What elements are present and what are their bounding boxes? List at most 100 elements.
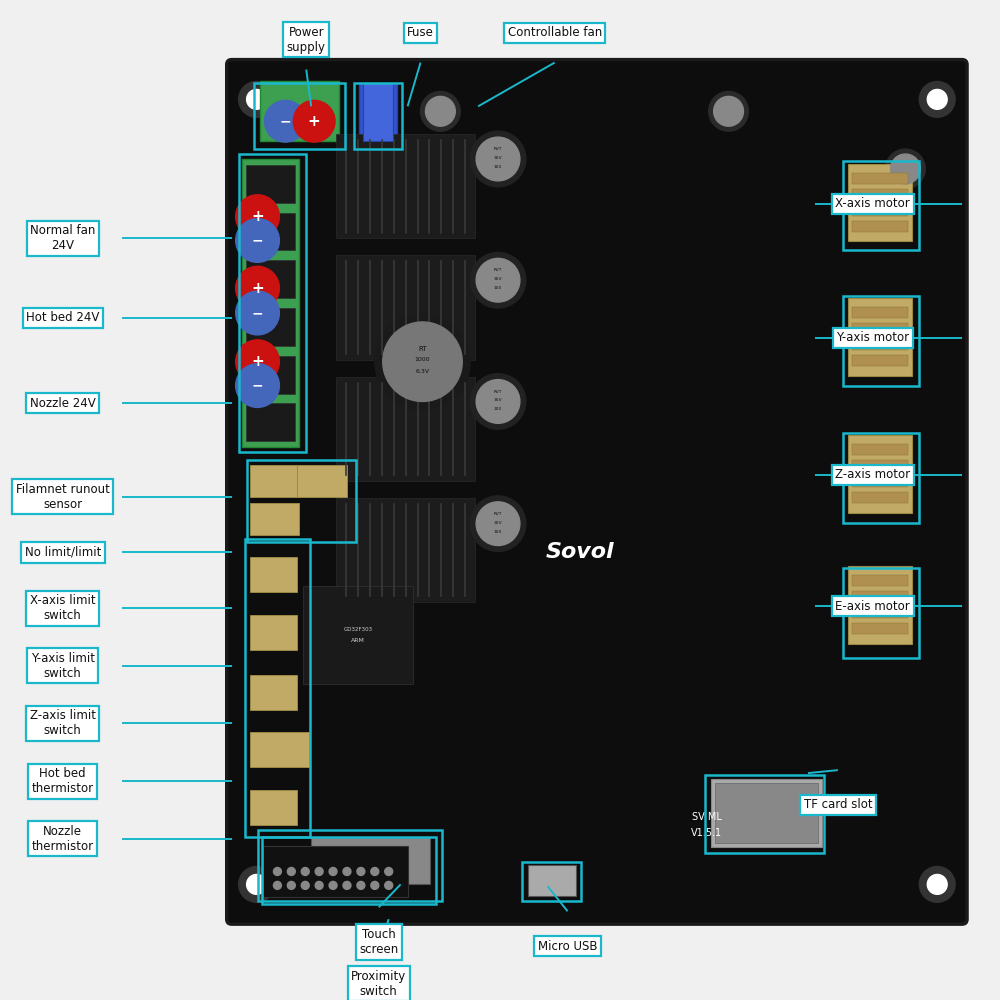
Text: Nozzle
thermistor: Nozzle thermistor bbox=[32, 825, 94, 853]
Text: −: − bbox=[252, 233, 263, 247]
Bar bbox=[852, 444, 908, 455]
Bar bbox=[852, 323, 908, 334]
FancyBboxPatch shape bbox=[227, 60, 967, 924]
Circle shape bbox=[287, 868, 295, 875]
Circle shape bbox=[247, 89, 266, 109]
Circle shape bbox=[236, 340, 279, 384]
Text: Fuse: Fuse bbox=[407, 26, 434, 39]
Text: TF card slot: TF card slot bbox=[804, 798, 872, 811]
Text: Y-axis motor: Y-axis motor bbox=[836, 331, 909, 344]
Circle shape bbox=[301, 881, 309, 889]
Bar bbox=[263, 846, 408, 897]
Circle shape bbox=[315, 868, 323, 875]
Bar bbox=[528, 865, 576, 896]
Bar bbox=[711, 779, 822, 847]
Text: −: − bbox=[252, 306, 263, 320]
Bar bbox=[852, 607, 908, 618]
Circle shape bbox=[709, 91, 748, 131]
Circle shape bbox=[357, 881, 365, 889]
Bar bbox=[336, 134, 475, 238]
Bar bbox=[522, 862, 581, 901]
Bar bbox=[303, 586, 413, 684]
Bar bbox=[246, 260, 295, 298]
Text: X-axis limit
switch: X-axis limit switch bbox=[30, 594, 96, 622]
Text: Micro USB: Micro USB bbox=[538, 940, 597, 953]
Bar bbox=[246, 308, 295, 346]
Circle shape bbox=[293, 100, 335, 142]
Bar bbox=[852, 355, 908, 366]
Bar bbox=[852, 460, 908, 471]
Bar bbox=[848, 164, 912, 241]
Bar bbox=[848, 435, 912, 513]
Bar bbox=[245, 539, 310, 837]
Bar bbox=[246, 356, 295, 394]
Circle shape bbox=[476, 502, 520, 546]
Text: 100: 100 bbox=[494, 165, 502, 169]
Circle shape bbox=[476, 380, 520, 423]
Bar bbox=[250, 465, 299, 497]
Bar bbox=[843, 161, 919, 250]
Circle shape bbox=[927, 89, 947, 109]
Bar bbox=[848, 566, 912, 644]
Text: Y-axis limit
switch: Y-axis limit switch bbox=[31, 652, 95, 680]
Text: V1.5.1: V1.5.1 bbox=[691, 828, 722, 838]
Circle shape bbox=[886, 149, 925, 189]
Text: RT: RT bbox=[418, 346, 427, 352]
Circle shape bbox=[301, 868, 309, 875]
Text: 100: 100 bbox=[494, 530, 502, 534]
Bar bbox=[250, 675, 297, 710]
Text: 35V: 35V bbox=[494, 277, 502, 281]
Circle shape bbox=[239, 81, 274, 117]
Text: 35V: 35V bbox=[494, 521, 502, 525]
Circle shape bbox=[476, 258, 520, 302]
Text: X-axis motor: X-axis motor bbox=[835, 197, 910, 210]
Text: +: + bbox=[251, 281, 264, 296]
Text: Touch
screen: Touch screen bbox=[359, 928, 398, 956]
Circle shape bbox=[919, 81, 955, 117]
Circle shape bbox=[470, 374, 526, 429]
Bar bbox=[852, 623, 908, 634]
Text: SV ML: SV ML bbox=[692, 812, 722, 822]
Circle shape bbox=[357, 868, 365, 875]
Text: Hot bed
thermistor: Hot bed thermistor bbox=[32, 767, 94, 795]
Bar bbox=[242, 159, 299, 447]
Bar bbox=[246, 165, 295, 203]
Text: 6.3V: 6.3V bbox=[415, 369, 430, 374]
Bar bbox=[852, 575, 908, 586]
Text: ARM: ARM bbox=[351, 638, 365, 643]
Circle shape bbox=[891, 154, 920, 184]
Circle shape bbox=[383, 322, 462, 401]
Bar bbox=[250, 615, 297, 650]
Bar bbox=[258, 830, 442, 901]
Text: Nozzle 24V: Nozzle 24V bbox=[30, 397, 96, 410]
Circle shape bbox=[927, 874, 947, 894]
Bar bbox=[852, 339, 908, 350]
Text: Power
supply: Power supply bbox=[287, 26, 326, 54]
Text: Controllable fan: Controllable fan bbox=[508, 26, 602, 39]
Text: Sovol: Sovol bbox=[545, 542, 614, 562]
Circle shape bbox=[236, 219, 279, 262]
Bar bbox=[359, 84, 397, 139]
Text: RVT: RVT bbox=[494, 147, 502, 151]
Text: +: + bbox=[308, 114, 321, 129]
Bar bbox=[852, 205, 908, 216]
Bar bbox=[848, 298, 912, 376]
Circle shape bbox=[476, 137, 520, 181]
Bar bbox=[246, 403, 295, 441]
Circle shape bbox=[385, 868, 393, 875]
Text: Hot bed 24V: Hot bed 24V bbox=[26, 311, 99, 324]
Circle shape bbox=[470, 252, 526, 308]
Text: No limit/limit: No limit/limit bbox=[25, 546, 101, 559]
Circle shape bbox=[273, 881, 281, 889]
Bar bbox=[705, 775, 824, 853]
Text: −: − bbox=[252, 379, 263, 393]
Bar bbox=[852, 189, 908, 200]
Bar bbox=[250, 557, 297, 592]
Bar bbox=[239, 154, 306, 452]
Bar bbox=[843, 296, 919, 386]
Text: RVT: RVT bbox=[494, 512, 502, 516]
Bar bbox=[843, 433, 919, 523]
Text: 35V: 35V bbox=[494, 156, 502, 160]
Bar bbox=[311, 837, 430, 884]
Bar bbox=[262, 837, 436, 904]
